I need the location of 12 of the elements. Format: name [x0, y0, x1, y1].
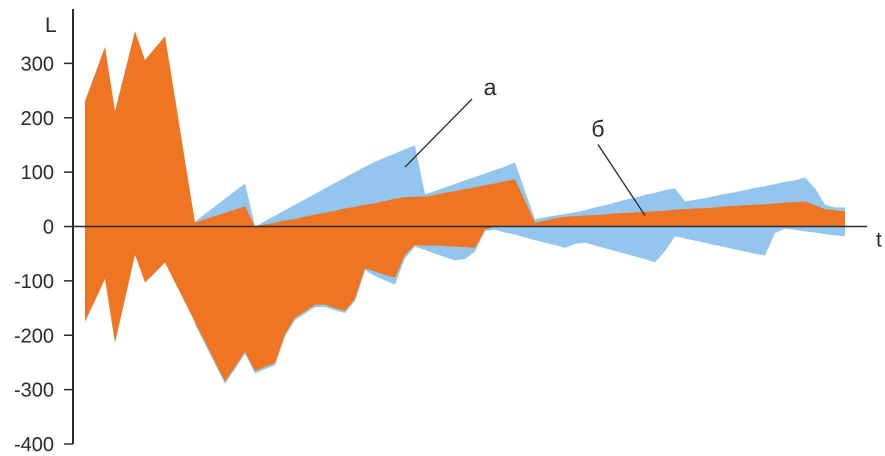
text: а: [484, 74, 497, 100]
annotation: б: [591, 115, 605, 142]
y-tick-label: 200: [20, 108, 54, 130]
y-tick-label: 300: [20, 53, 54, 76]
y-tick-label: -400: [14, 434, 54, 456]
y-tick-label: 0: [42, 216, 54, 239]
y-axis-title: L: [45, 14, 57, 37]
y-tick-label: 100: [20, 162, 54, 184]
x-axis-title: t: [876, 228, 882, 252]
y-tick-label: -200: [14, 325, 54, 348]
y-tick-label: -300: [14, 380, 54, 402]
y-tick-label: -100: [14, 270, 54, 293]
